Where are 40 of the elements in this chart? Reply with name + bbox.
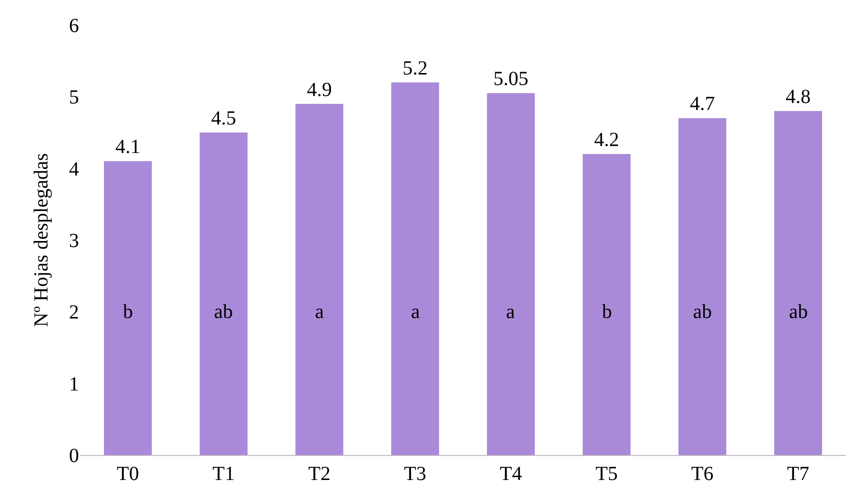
data-label: 4.9 (306, 78, 332, 101)
annotation: a (411, 301, 420, 323)
x-tick-label: T5 (596, 463, 618, 485)
data-label: 4.2 (594, 129, 620, 151)
bar (104, 161, 152, 455)
y-tick-label: 4 (69, 158, 79, 180)
bar (678, 118, 726, 455)
y-tick-label: 6 (69, 15, 79, 37)
y-tick-label: 2 (69, 302, 79, 324)
y-tick-label: 0 (69, 445, 79, 467)
data-label: 5.2 (402, 57, 428, 80)
data-label: 4.1 (115, 136, 140, 158)
y-tick-label: 3 (69, 230, 79, 252)
y-axis-title: Nº Hojas desplegadas (30, 152, 52, 327)
annotation: ab (789, 301, 808, 323)
annotation: b (123, 301, 133, 323)
annotation: ab (693, 301, 712, 323)
annotation: ab (214, 301, 233, 323)
bar (582, 154, 631, 455)
x-tick-label: T1 (212, 463, 235, 485)
x-tick-label: T0 (116, 463, 139, 485)
bar (295, 104, 344, 455)
bar (391, 82, 440, 455)
x-tick-label: T7 (787, 463, 810, 485)
bar (200, 132, 248, 455)
y-tick-label: 5 (69, 86, 79, 109)
x-tick-label: T2 (308, 463, 330, 485)
data-label: 5.05 (493, 68, 528, 90)
bar (774, 111, 822, 455)
y-tick-label: 1 (69, 373, 79, 396)
bar (486, 93, 535, 455)
annotation: a (315, 301, 324, 323)
data-label: 4.5 (211, 108, 236, 130)
annotation: b (602, 301, 612, 323)
x-tick-label: T4 (500, 463, 522, 485)
x-tick-label: T6 (691, 463, 714, 485)
annotation: a (506, 301, 515, 323)
data-label: 4.8 (786, 86, 811, 108)
x-tick-label: T3 (404, 463, 426, 485)
data-label: 4.7 (690, 93, 715, 116)
